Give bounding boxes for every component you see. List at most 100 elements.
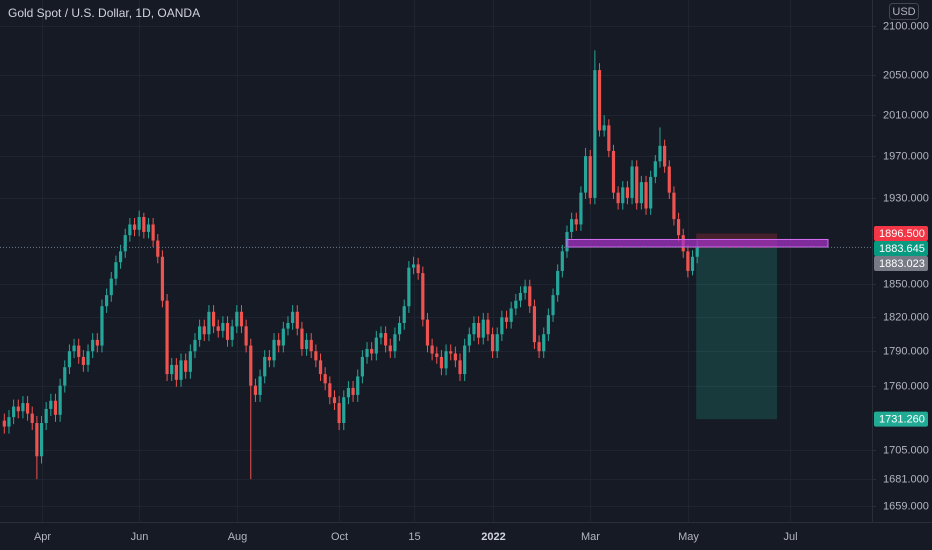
candle-body: [690, 256, 695, 271]
y-tick-label: 2010.000: [883, 109, 929, 121]
candle-body: [44, 408, 48, 424]
candle-body: [39, 423, 44, 457]
candle-body: [546, 315, 550, 335]
candle-body: [407, 267, 411, 307]
candle-body: [542, 334, 546, 352]
candle-body: [235, 311, 239, 327]
candle-body: [118, 251, 123, 263]
candle-body: [67, 351, 72, 368]
candle-body: [146, 224, 151, 232]
candle-body: [253, 385, 258, 395]
support-zone: [566, 238, 829, 248]
candle-body: [179, 360, 183, 380]
candle-body: [342, 397, 346, 424]
candle-body: [58, 385, 62, 415]
candle-body: [72, 345, 76, 352]
candle-body: [142, 216, 146, 232]
candle-body: [346, 387, 351, 398]
candle-body: [416, 264, 420, 274]
candle-body: [435, 353, 439, 357]
candle-body: [281, 328, 285, 346]
candle-body: [304, 339, 309, 349]
y-tick-label: 1970.000: [883, 150, 929, 162]
x-tick-label: Jul: [783, 531, 797, 543]
candle-body: [165, 300, 169, 375]
x-tick-label: Jun: [131, 531, 149, 543]
candle-body: [439, 356, 444, 369]
candle-body: [635, 166, 639, 204]
candle-body: [397, 322, 402, 335]
candle-body: [653, 161, 657, 177]
candle-body: [86, 351, 90, 365]
candle-body: [495, 334, 499, 352]
candle-body: [500, 317, 504, 335]
candle-body: [2, 420, 6, 427]
y-tick-label: 1790.000: [883, 345, 929, 357]
candle-body: [365, 348, 369, 357]
candle-body: [100, 306, 104, 346]
x-tick-label: Apr: [34, 531, 51, 543]
price-label-box: [874, 226, 928, 242]
candle-body: [444, 351, 448, 369]
candle-body: [95, 339, 99, 346]
candle-body: [463, 345, 467, 375]
price-label-box: [874, 256, 928, 272]
candle-body: [384, 333, 388, 346]
candle-body: [686, 251, 690, 271]
price-label: 1731.260: [879, 414, 925, 426]
candle-body: [207, 311, 211, 335]
candle-body: [202, 326, 206, 335]
candle-body: [430, 345, 434, 354]
currency-label[interactable]: USD: [892, 6, 915, 18]
candle-body: [7, 417, 11, 427]
candle-body: [453, 353, 457, 361]
candle-body: [244, 326, 248, 346]
candle-body: [314, 351, 318, 361]
candle-body: [574, 219, 578, 225]
candle-body: [53, 400, 58, 415]
candle-body: [630, 166, 634, 198]
candle-body: [644, 182, 648, 209]
candle-body: [174, 364, 178, 380]
candle-body: [309, 339, 313, 352]
candle-body: [621, 187, 625, 204]
currency-box[interactable]: [889, 3, 919, 20]
y-tick-label: 1705.000: [883, 444, 929, 456]
candle-body: [481, 319, 485, 338]
candle-body: [695, 247, 699, 257]
candle-body: [676, 219, 681, 236]
candle-body: [291, 311, 295, 323]
candle-body: [402, 306, 406, 323]
candle-body: [523, 286, 527, 293]
candle-body: [225, 322, 230, 340]
y-tick-label: 1820.000: [883, 311, 929, 323]
candle-body: [611, 150, 616, 193]
y-tick-label: 1930.000: [883, 192, 929, 204]
candle-body: [658, 145, 662, 162]
candle-body: [551, 295, 555, 316]
candle-body: [625, 187, 630, 198]
candle-body: [267, 356, 271, 361]
candle-body: [221, 322, 225, 331]
candle-body: [132, 224, 137, 230]
candle-body: [30, 413, 34, 424]
candle-body: [607, 125, 611, 151]
candle-body: [77, 345, 81, 357]
candle-body: [667, 166, 671, 193]
candle-body: [467, 334, 471, 346]
candle-body: [63, 367, 67, 386]
x-tick-label: 2022: [481, 531, 505, 543]
candle-body: [356, 376, 360, 395]
price-label-box: [874, 241, 928, 257]
candle-body: [156, 240, 160, 257]
x-tick-label: Aug: [228, 531, 248, 543]
candle-body: [556, 270, 560, 296]
candle-body: [25, 403, 30, 414]
candle-body: [128, 224, 132, 236]
candle-body: [91, 339, 95, 352]
candle-body: [379, 333, 383, 338]
candle-body: [374, 337, 378, 354]
candle-body: [597, 70, 602, 131]
